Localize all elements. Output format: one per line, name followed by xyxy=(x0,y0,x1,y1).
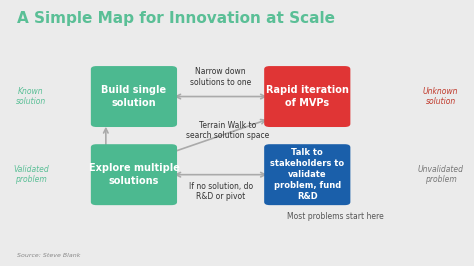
FancyBboxPatch shape xyxy=(264,144,350,205)
Text: A Simple Map for Innovation at Scale: A Simple Map for Innovation at Scale xyxy=(17,11,335,26)
Text: Most problems start here: Most problems start here xyxy=(287,213,384,221)
Text: Talk to
stakeholders to
validate
problem, fund
R&D: Talk to stakeholders to validate problem… xyxy=(270,148,344,201)
Text: If no solution, do
R&D or pivot: If no solution, do R&D or pivot xyxy=(189,182,253,201)
FancyBboxPatch shape xyxy=(91,66,177,127)
Text: Source: Steve Blank: Source: Steve Blank xyxy=(17,253,80,258)
Text: Rapid iteration
of MVPs: Rapid iteration of MVPs xyxy=(266,85,349,108)
Text: Validated
problem: Validated problem xyxy=(13,165,49,184)
Text: Explore multiple
solutions: Explore multiple solutions xyxy=(89,164,179,186)
Text: Terrain Walk to
search solution space: Terrain Walk to search solution space xyxy=(186,121,269,140)
FancyBboxPatch shape xyxy=(264,66,350,127)
Text: Build single
solution: Build single solution xyxy=(101,85,166,108)
Text: Unvalidated
problem: Unvalidated problem xyxy=(418,165,464,184)
Text: Unknown
solution: Unknown solution xyxy=(423,87,458,106)
Text: Narrow down
solutions to one: Narrow down solutions to one xyxy=(190,67,251,87)
Text: Known
solution: Known solution xyxy=(16,87,46,106)
FancyBboxPatch shape xyxy=(91,144,177,205)
